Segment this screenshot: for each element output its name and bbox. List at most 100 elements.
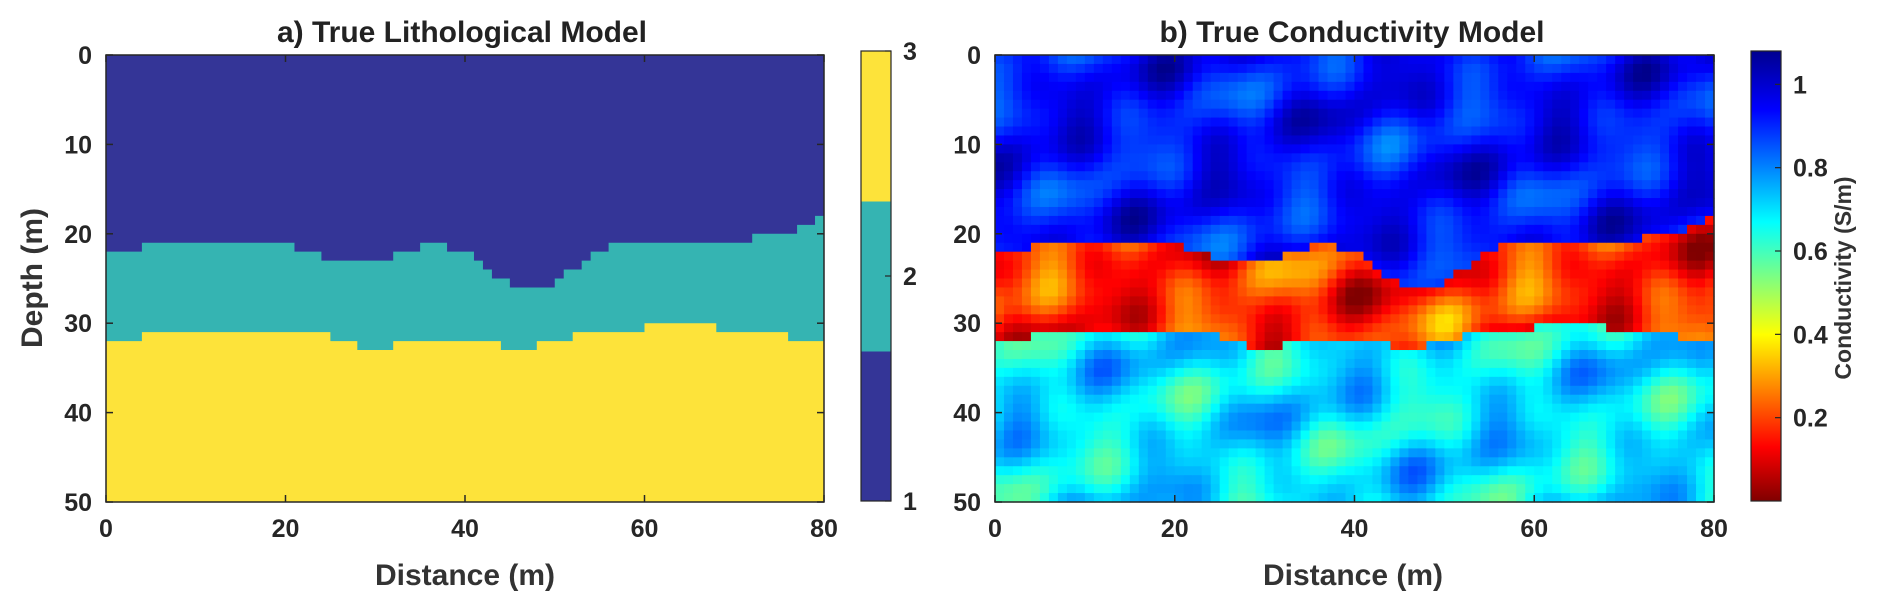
conductivity-cell xyxy=(1615,117,1625,128)
conductivity-cell xyxy=(1102,55,1113,65)
conductivity-cell xyxy=(1552,99,1562,110)
conductivity-cell xyxy=(1462,323,1472,333)
conductivity-cell xyxy=(1075,296,1086,306)
conductivity-cell xyxy=(1183,63,1194,74)
conductivity-cell xyxy=(1435,430,1445,441)
conductivity-cell xyxy=(1075,117,1086,128)
conductivity-cell xyxy=(1570,305,1580,315)
conductivity-cell xyxy=(1570,242,1580,253)
conductivity-cell xyxy=(1084,484,1095,494)
conductivity-cell xyxy=(1633,153,1643,163)
conductivity-cell xyxy=(1318,466,1329,476)
conductivity-cell xyxy=(1183,484,1194,494)
conductivity-cell xyxy=(1165,305,1176,315)
conductivity-cell xyxy=(995,287,1005,297)
conductivity-cell xyxy=(1381,314,1392,324)
conductivity-cell xyxy=(1705,314,1715,324)
conductivity-cell xyxy=(1678,233,1688,244)
conductivity-cell xyxy=(1507,323,1517,333)
colorbar-level-1 xyxy=(861,351,891,502)
conductivity-cell xyxy=(1372,206,1383,217)
conductivity-cell xyxy=(1066,278,1077,289)
conductivity-cell xyxy=(1498,376,1508,387)
conductivity-cell xyxy=(1480,287,1490,297)
conductivity-cell xyxy=(1597,403,1607,414)
conductivity-cell xyxy=(1093,99,1104,110)
conductivity-cell xyxy=(1093,215,1104,226)
conductivity-cell xyxy=(1516,305,1526,315)
conductivity-cell xyxy=(1192,484,1203,494)
conductivity-cell xyxy=(1030,376,1041,387)
conductivity-cell xyxy=(1588,457,1598,467)
conductivity-cell xyxy=(1336,215,1347,226)
conductivity-cell xyxy=(1174,367,1185,378)
conductivity-cell xyxy=(1480,55,1490,65)
conductivity-cell xyxy=(1012,117,1023,128)
conductivity-cell xyxy=(1273,72,1284,83)
conductivity-cell xyxy=(1156,367,1167,378)
conductivity-cell xyxy=(1336,466,1347,476)
conductivity-cell xyxy=(1687,394,1697,405)
conductivity-cell xyxy=(1174,63,1185,74)
conductivity-cell xyxy=(1507,350,1517,360)
conductivity-cell xyxy=(1111,412,1122,423)
conductivity-cell xyxy=(1570,367,1580,378)
conductivity-cell xyxy=(1417,251,1427,262)
conductivity-cell xyxy=(1336,350,1347,360)
conductivity-cell xyxy=(1498,448,1508,458)
conductivity-cell xyxy=(1543,278,1553,289)
conductivity-cell xyxy=(1516,350,1526,360)
conductivity-cell xyxy=(1264,135,1275,145)
conductivity-cell xyxy=(1606,430,1616,441)
conductivity-cell xyxy=(1363,278,1374,289)
conductivity-cell xyxy=(1444,251,1454,262)
conductivity-cell xyxy=(1282,439,1293,449)
conductivity-cell xyxy=(1165,224,1176,235)
conductivity-cell xyxy=(1399,350,1410,360)
conductivity-cell xyxy=(1012,367,1023,378)
conductivity-cell xyxy=(1237,144,1248,154)
conductivity-cell xyxy=(1210,394,1221,405)
conductivity-cell xyxy=(1210,332,1221,342)
conductivity-cell xyxy=(1012,81,1023,92)
conductivity-cell xyxy=(1651,72,1661,83)
conductivity-cell xyxy=(1102,180,1113,190)
conductivity-cell xyxy=(1291,144,1302,154)
conductivity-cell xyxy=(1705,206,1715,217)
conductivity-cell xyxy=(1120,430,1131,441)
conductivity-cell xyxy=(1480,224,1490,235)
conductivity-cell xyxy=(1003,269,1014,280)
conductivity-cell xyxy=(1696,296,1706,306)
conductivity-cell xyxy=(1012,233,1023,244)
conductivity-cell xyxy=(1426,287,1436,297)
conductivity-cell xyxy=(1588,171,1598,181)
conductivity-cell xyxy=(1354,126,1365,137)
conductivity-cell xyxy=(1462,341,1472,351)
conductivity-cell xyxy=(1462,224,1472,235)
conductivity-cell xyxy=(1003,341,1014,351)
conductivity-cell xyxy=(1624,323,1634,333)
conductivity-cell xyxy=(1021,90,1032,101)
conductivity-cell xyxy=(1084,233,1095,244)
conductivity-cell xyxy=(1264,323,1275,333)
conductivity-cell xyxy=(1057,475,1068,485)
conductivity-cell xyxy=(1111,135,1122,145)
conductivity-cell xyxy=(1579,242,1589,253)
conductivity-cell xyxy=(1381,269,1392,280)
conductivity-cell xyxy=(1057,242,1068,253)
conductivity-cell xyxy=(1165,90,1176,101)
conductivity-cell xyxy=(1246,314,1257,324)
conductivity-cell xyxy=(1381,135,1392,145)
conductivity-cell xyxy=(1678,341,1688,351)
conductivity-cell xyxy=(1417,287,1427,297)
conductivity-cell xyxy=(1696,233,1706,244)
conductivity-cell xyxy=(1633,278,1643,289)
conductivity-cell xyxy=(1588,385,1598,396)
conductivity-cell xyxy=(1480,198,1490,208)
conductivity-cell xyxy=(1444,457,1454,467)
conductivity-cell xyxy=(1615,314,1625,324)
conductivity-cell xyxy=(1039,332,1050,342)
conductivity-cell xyxy=(1489,323,1499,333)
conductivity-cell xyxy=(1660,439,1670,449)
conductivity-cell xyxy=(1102,126,1113,137)
